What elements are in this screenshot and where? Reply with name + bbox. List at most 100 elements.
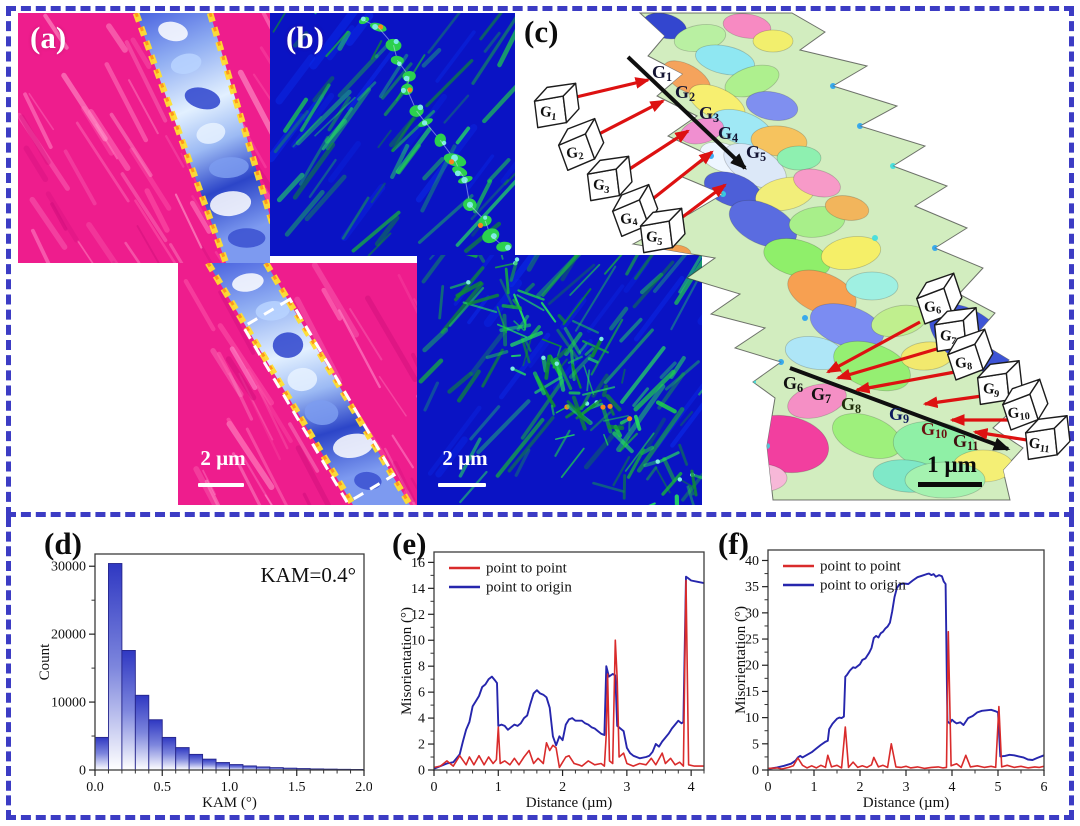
- y-tick-label: 12: [411, 608, 425, 623]
- histogram-bar: [175, 747, 190, 770]
- orientation-cube: G1: [533, 82, 580, 129]
- histogram-bar: [148, 719, 163, 770]
- y-tick-label: 5: [752, 737, 759, 752]
- y-tick-label: 6: [418, 686, 425, 701]
- y-tick-label: 4: [418, 712, 425, 727]
- scalebar-label-panel-c: 1 µm: [927, 452, 977, 477]
- panel-label-a: (a): [30, 20, 67, 55]
- scalebar-panel-a: [198, 483, 244, 487]
- x-tick-label: 1: [495, 780, 502, 795]
- grain-pointer-arrow: [835, 346, 941, 381]
- legend-label: point to point: [820, 559, 902, 575]
- y-axis-label: Misorientation (°): [733, 606, 749, 714]
- axes: 0 1 2 3 4 5 6 0 5 10 15 20 25 30 35 40: [745, 554, 1048, 795]
- grain-pointer-arrow: [596, 99, 665, 137]
- series-point-to-origin: [434, 575, 704, 770]
- histogram-bar: [107, 563, 123, 770]
- grain-map-art: [631, 12, 1024, 501]
- y-tick-label: 10: [745, 711, 759, 726]
- grain-pointer-arrow: [627, 129, 690, 172]
- chart-misorientation-profile-1: 0 1 2 3 4 0 2 4 6 8 10 12 14 16 Distance (µm) Misorient…: [398, 540, 714, 816]
- y-tick-label: 8: [418, 660, 425, 675]
- y-tick-label: 10: [411, 634, 425, 649]
- region-of-interest-dashed-box: [241, 297, 396, 505]
- panel-label-f: (f): [718, 526, 749, 561]
- scalebar-panel-c: [918, 482, 982, 487]
- y-tick-label: 0: [418, 764, 425, 779]
- x-tick-label: 4: [949, 780, 956, 795]
- histogram-bar: [161, 736, 177, 770]
- x-tick-label: 1: [811, 780, 818, 795]
- x-tick-label: 2: [857, 780, 864, 795]
- panel-b-kam-map-tile-1: [270, 13, 515, 256]
- x-tick-label: 2: [559, 780, 566, 795]
- orientation-cube: G5: [639, 207, 686, 254]
- x-axis-label: KAM (°): [202, 795, 257, 811]
- x-tick-label: 3: [903, 780, 910, 795]
- panel-label-c: (c): [524, 14, 559, 49]
- x-tick-label: 0.5: [154, 780, 172, 795]
- y-axis-label: Misorientation (°): [399, 607, 415, 715]
- histogram-bars: [95, 563, 364, 770]
- histogram-bar: [202, 758, 217, 770]
- panel-label-d: (d): [44, 526, 82, 561]
- y-tick-label: 25: [745, 633, 759, 648]
- histogram-bar: [95, 736, 109, 770]
- x-tick-label: 2.0: [355, 780, 372, 795]
- y-tick-label: 20: [745, 659, 759, 674]
- x-tick-label: 3: [623, 780, 630, 795]
- orientation-cube: G3: [586, 155, 633, 202]
- y-tick-label: 30000: [51, 560, 86, 575]
- series-point-to-point: [434, 579, 704, 769]
- histogram-bar: [215, 762, 230, 770]
- histogram-bar: [188, 753, 204, 770]
- y-tick-label: 0: [752, 764, 759, 779]
- chart-misorientation-profile-2: 0 1 2 3 4 5 6 0 5 10 15 20 25 30 35 40 Distance (µm) Miso…: [732, 538, 1054, 816]
- series-point-to-origin: [768, 572, 1044, 770]
- misorientation-trace-arrow: [626, 55, 747, 170]
- x-axis-label: Distance (µm): [863, 795, 950, 811]
- x-tick-label: 0: [765, 780, 772, 795]
- panel-a-ipf-map-tile-1: [18, 13, 270, 263]
- x-tick-label: 5: [995, 780, 1002, 795]
- x-tick-label: 4: [688, 780, 695, 795]
- panel-label-e: (e): [392, 526, 427, 561]
- scalebar-panel-b: [438, 483, 486, 487]
- x-tick-label: 1.5: [288, 780, 306, 795]
- grain-pointer-arrow: [826, 320, 921, 374]
- y-tick-label: 0: [79, 764, 86, 779]
- scalebar-label-panel-a: 2 µm: [200, 446, 246, 470]
- y-tick-label: 20000: [51, 628, 86, 643]
- orientation-cube: G10: [1002, 378, 1049, 431]
- x-axis-label: Distance (µm): [526, 795, 613, 811]
- orientation-cube: G9: [976, 360, 1023, 406]
- histogram-bar: [229, 764, 244, 770]
- legend-label: point to origin: [486, 580, 572, 596]
- x-tick-label: 6: [1041, 780, 1048, 795]
- x-tick-label: 0.0: [86, 780, 104, 795]
- y-tick-label: 10000: [51, 696, 86, 711]
- grain-pointer-arrow: [644, 150, 714, 207]
- chart-svg-d: 0.0 0.5 1.0 1.5 2.0 0 10000 20000 30000 KAM (°) Co…: [37, 553, 373, 811]
- histogram-bar: [121, 650, 136, 770]
- misorientation-trace-arrow: [789, 366, 1011, 451]
- orientation-cube: G2: [557, 117, 605, 171]
- x-tick-label: 1.0: [221, 780, 239, 795]
- grain-pointer-arrow: [854, 370, 956, 394]
- plot-frame: [433, 551, 705, 771]
- grain-pointer-arrow: [922, 394, 983, 409]
- orientation-cube: G6: [916, 272, 963, 325]
- grain-pointer-arrow: [571, 77, 651, 100]
- top-panel-group-border: [6, 6, 1074, 517]
- y-tick-label: 16: [411, 556, 425, 571]
- y-tick-label: 40: [745, 554, 759, 569]
- panel-b-kam-map-tile-2: [417, 255, 702, 505]
- histogram-bar: [134, 694, 150, 770]
- legend-label: point to point: [486, 561, 568, 577]
- y-tick-label: 14: [411, 582, 425, 597]
- orientation-cube: G4: [611, 183, 659, 237]
